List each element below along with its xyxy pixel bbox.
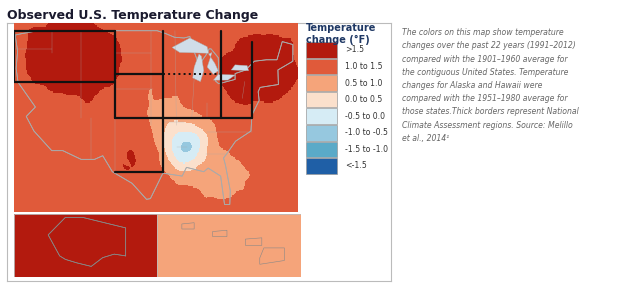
- Polygon shape: [207, 52, 218, 74]
- FancyBboxPatch shape: [306, 158, 338, 174]
- Bar: [14, 214, 157, 277]
- Bar: [157, 214, 301, 277]
- Text: -1.5 to -1.0: -1.5 to -1.0: [344, 145, 388, 154]
- FancyBboxPatch shape: [306, 75, 338, 91]
- Text: -0.5 to 0.0: -0.5 to 0.0: [344, 112, 384, 121]
- Text: The colors on this map show temperature
changes over the past 22 years (1991–201: The colors on this map show temperature …: [402, 28, 579, 143]
- FancyBboxPatch shape: [306, 59, 338, 74]
- Polygon shape: [213, 74, 235, 80]
- FancyBboxPatch shape: [306, 142, 338, 157]
- Polygon shape: [213, 230, 227, 236]
- Polygon shape: [193, 54, 204, 81]
- Text: 0.5 to 1.0: 0.5 to 1.0: [344, 79, 382, 88]
- Text: Temperature
change (°F): Temperature change (°F): [306, 23, 376, 45]
- FancyBboxPatch shape: [306, 108, 338, 124]
- Text: -1.0 to -0.5: -1.0 to -0.5: [344, 128, 388, 137]
- Text: 0.0 to 0.5: 0.0 to 0.5: [344, 95, 382, 104]
- Text: Observed U.S. Temperature Change: Observed U.S. Temperature Change: [7, 9, 259, 22]
- Text: <-1.5: <-1.5: [344, 161, 366, 171]
- Polygon shape: [245, 238, 262, 245]
- FancyBboxPatch shape: [306, 42, 338, 58]
- Text: 1.0 to 1.5: 1.0 to 1.5: [344, 62, 382, 71]
- Polygon shape: [172, 38, 208, 53]
- Polygon shape: [260, 248, 285, 264]
- FancyBboxPatch shape: [306, 125, 338, 141]
- Polygon shape: [232, 65, 248, 71]
- Polygon shape: [182, 223, 194, 229]
- Text: >1.5: >1.5: [344, 45, 364, 54]
- FancyBboxPatch shape: [306, 92, 338, 108]
